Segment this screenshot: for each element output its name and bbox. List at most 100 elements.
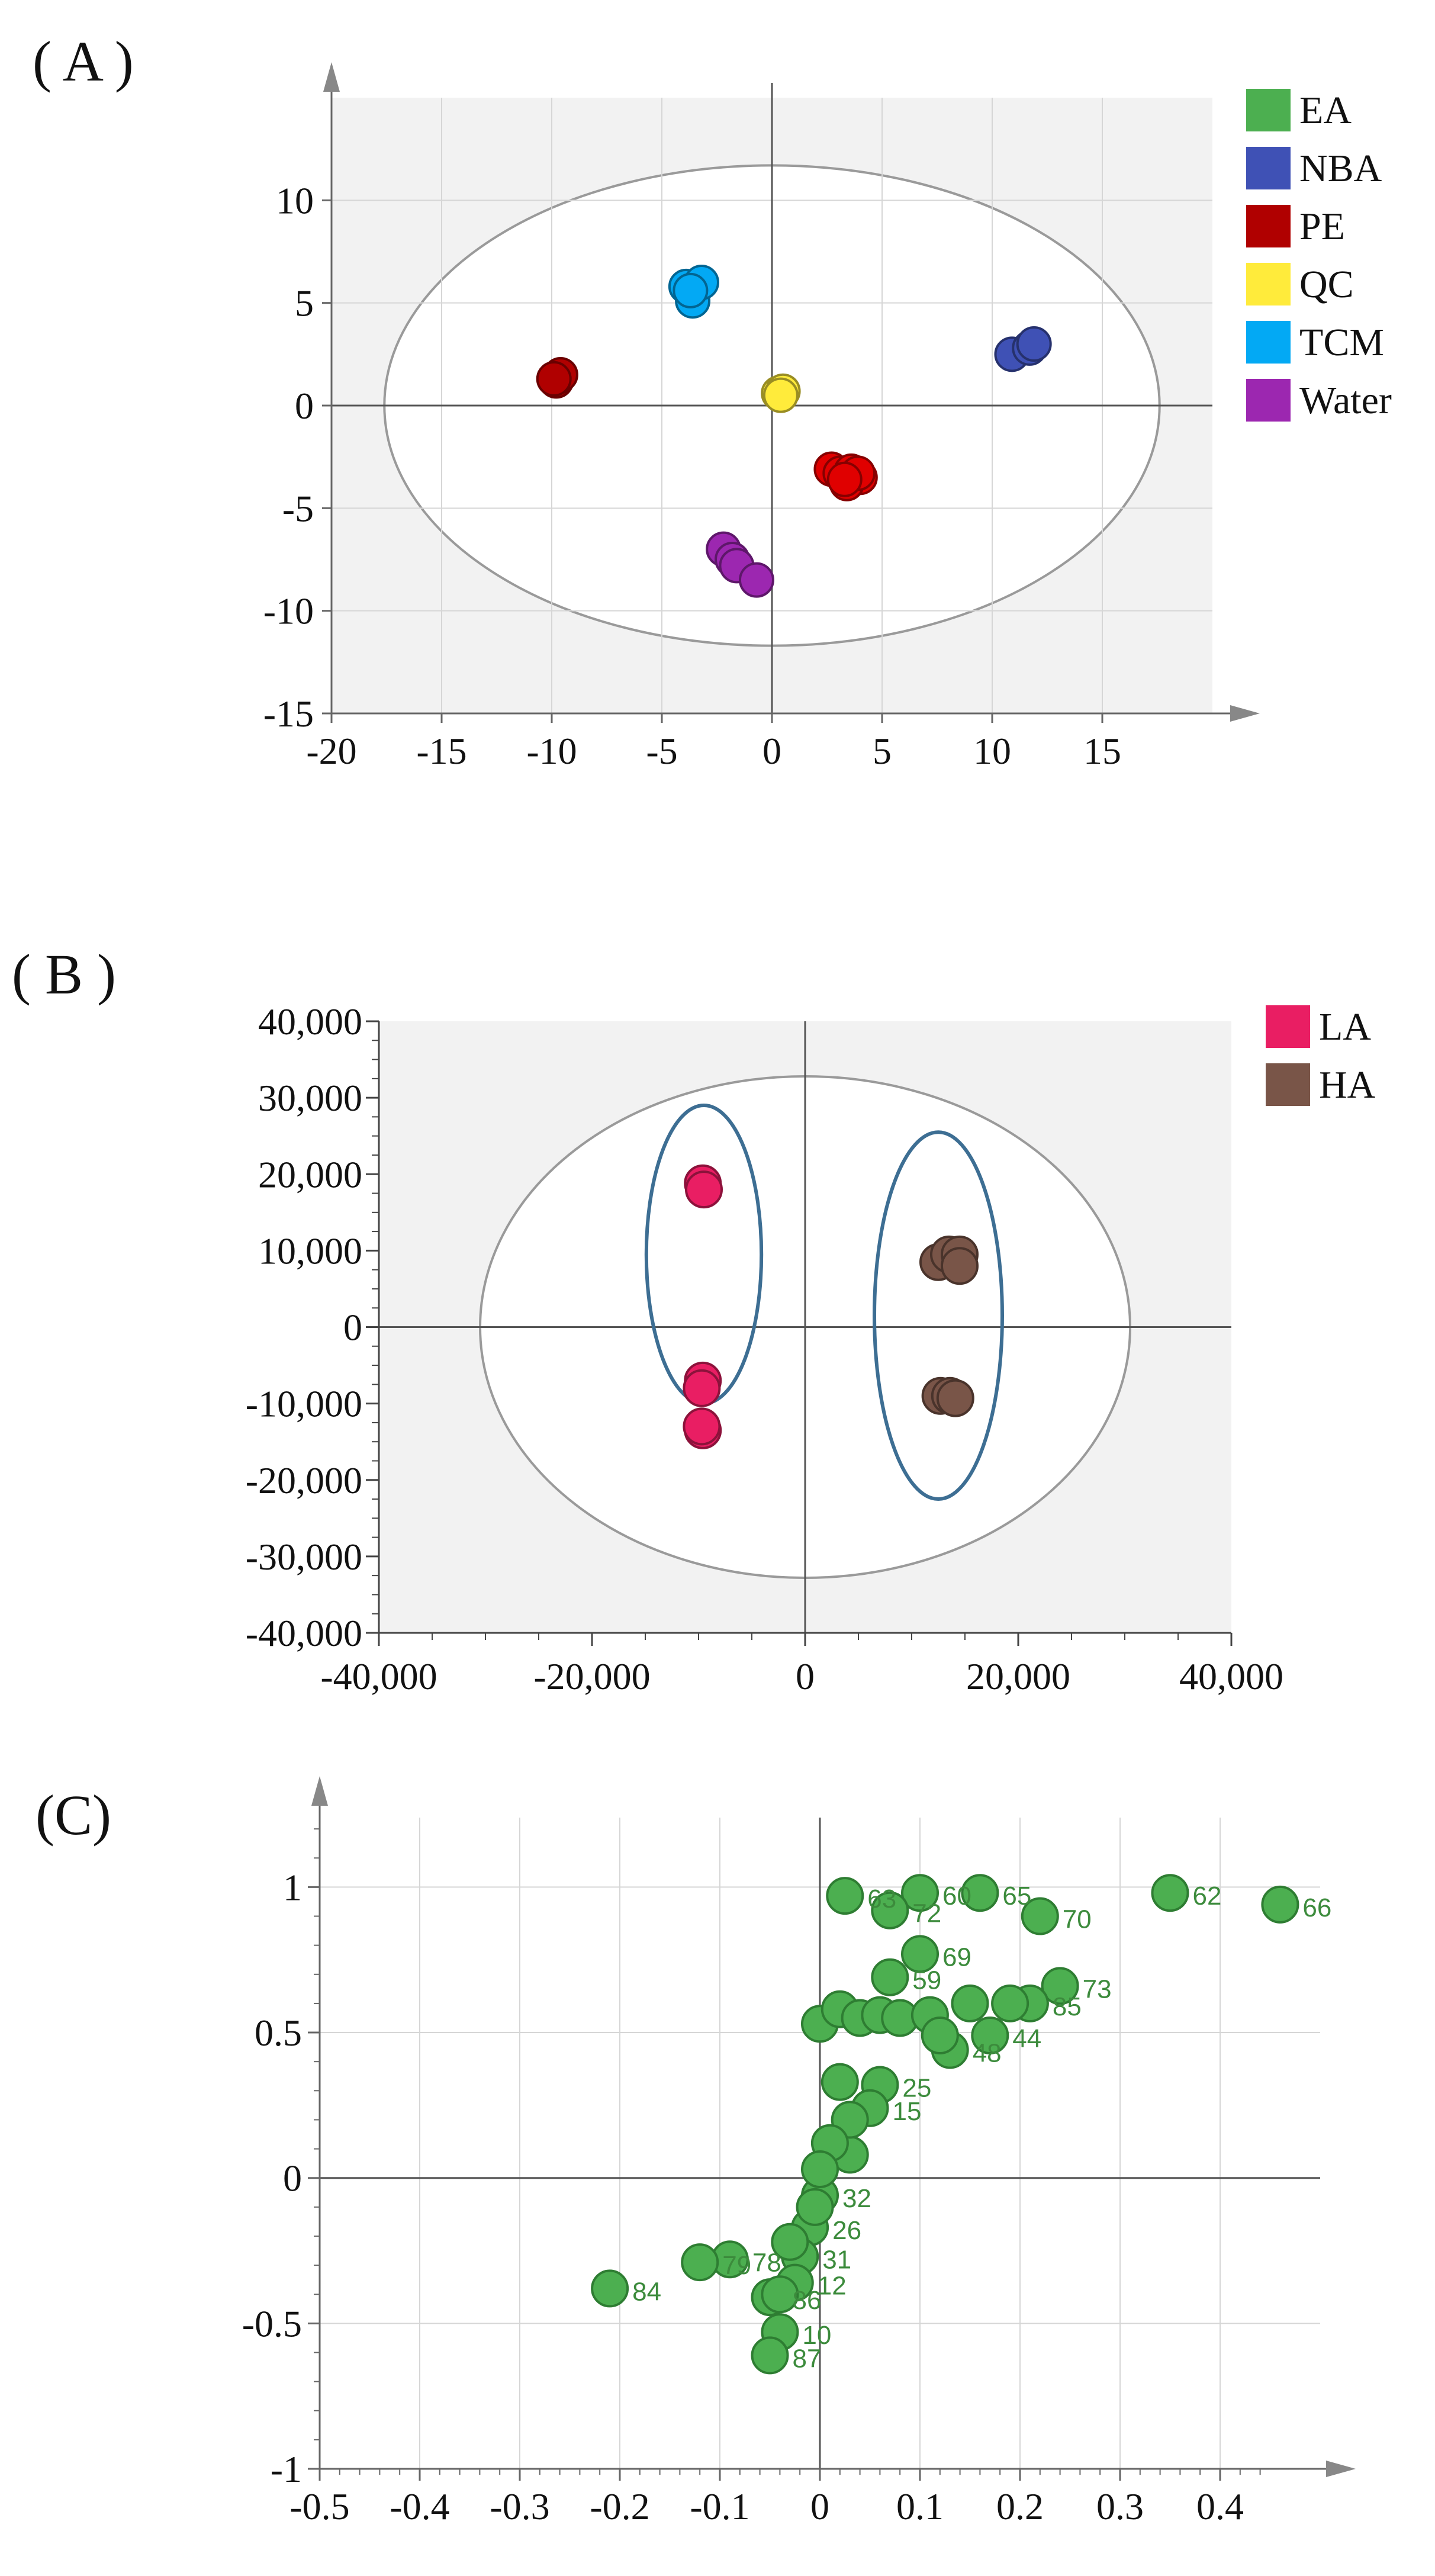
x-tick-label: 0.2 <box>996 2485 1044 2527</box>
legend-label: QC <box>1299 263 1354 306</box>
data-point <box>901 1874 939 1912</box>
y-tick-label: 1 <box>283 1866 302 1908</box>
legend-swatch <box>1246 379 1291 422</box>
data-point <box>591 2269 629 2308</box>
data-point <box>936 1379 974 1417</box>
x-tick-label: -10 <box>526 730 577 772</box>
point-label: 48 <box>973 2039 1002 2068</box>
point-label: 15 <box>893 2097 922 2126</box>
point-label: 87 <box>793 2344 822 2373</box>
y-tick-label: -40,000 <box>246 1612 362 1654</box>
y-tick-label: 20,000 <box>258 1153 362 1195</box>
y-tick-label: -30,000 <box>246 1536 362 1578</box>
x-tick-label: -20 <box>306 730 356 772</box>
point-label: 31 <box>822 2245 851 2274</box>
y-axis-arrow <box>323 62 340 92</box>
chart-b: -40,000 -20,000 0 20,000 40,000 40,000 30,000 2… <box>246 1001 1376 1697</box>
legend-swatch <box>1246 147 1291 189</box>
legend-label: LA <box>1319 1005 1371 1049</box>
point-label: 72 <box>912 1899 941 1928</box>
point-label: 85 <box>1053 1992 1082 2021</box>
y-tick-label: 5 <box>295 282 314 324</box>
x-tick-label: -0.4 <box>390 2485 449 2527</box>
point-label: 65 <box>1002 1882 1031 1911</box>
legend-label: NBA <box>1299 147 1382 190</box>
data-point <box>1261 1885 1299 1924</box>
x-tick-label: -0.1 <box>690 2485 749 2527</box>
data-point <box>871 1958 909 1996</box>
x-tick-label: 15 <box>1083 730 1121 772</box>
x-axis-arrow <box>1326 2461 1356 2477</box>
x-tick-label: -0.5 <box>289 2485 349 2527</box>
data-point <box>801 2150 839 2188</box>
point-label: 60 <box>942 1882 971 1911</box>
y-tick-label: -5 <box>282 487 314 529</box>
y-tick-label: 0 <box>343 1307 362 1349</box>
point-label: 25 <box>902 2073 931 2102</box>
point-label: 59 <box>912 1966 941 1995</box>
data-point <box>796 2188 834 2226</box>
data-point <box>683 1407 721 1446</box>
data-point <box>1151 1874 1189 1912</box>
x-tick-label: -15 <box>416 730 466 772</box>
point-label: 70 <box>1063 1905 1092 1934</box>
data-point <box>871 1891 909 1929</box>
y-tick-label: 0 <box>295 385 314 427</box>
y-tick-label: 0.5 <box>255 2012 302 2054</box>
x-tick-label: 20,000 <box>966 1655 1070 1697</box>
y-axis-arrow <box>311 1776 328 1806</box>
y-tick-label: 30,000 <box>258 1077 362 1119</box>
y-tick-label: 0 <box>283 2157 302 2199</box>
point-label: 86 <box>793 2286 822 2315</box>
x-tick-label: 0 <box>810 2485 829 2527</box>
data-point <box>771 2223 809 2261</box>
panel-label-c: (C) <box>36 1783 111 1847</box>
panel-label-b: ( B ) <box>12 943 116 1006</box>
data-point <box>826 461 863 497</box>
data-point <box>536 361 572 397</box>
data-point <box>1016 326 1052 362</box>
data-point <box>761 2275 799 2314</box>
point-label: 44 <box>1012 2024 1041 2053</box>
x-tick-label: -0.3 <box>490 2485 549 2527</box>
y-tick-label: -0.5 <box>242 2302 302 2345</box>
y-tick-label: 40,000 <box>258 1001 362 1043</box>
data-point <box>1041 1967 1079 2005</box>
point-label: 73 <box>1083 1974 1112 2003</box>
legend-swatch <box>1246 263 1291 305</box>
data-point <box>738 562 774 598</box>
point-label: 63 <box>867 1884 896 1913</box>
x-axis-arrow <box>1230 705 1260 722</box>
x-tick-label: 0.4 <box>1196 2485 1244 2527</box>
legend-label: EA <box>1299 89 1352 132</box>
y-tick-label: -1 <box>271 2448 302 2490</box>
y-tick-label: -10 <box>263 590 314 632</box>
point-label: 79 <box>722 2251 751 2280</box>
data-point <box>685 1170 723 1209</box>
y-tick-label: -10,000 <box>246 1383 362 1425</box>
chart-a: -20 -15 -10 -5 0 5 10 151050-5-10-15EANBAPEQCTC… <box>263 62 1392 772</box>
point-label: 69 <box>942 1943 971 1972</box>
data-point <box>826 1877 864 1915</box>
data-point <box>941 1247 979 1285</box>
y-tick-label: 10 <box>276 179 314 221</box>
legend-swatch <box>1246 321 1291 364</box>
point-label: 26 <box>832 2216 861 2245</box>
point-label: 84 <box>632 2277 661 2306</box>
x-tick-label: 40,000 <box>1179 1655 1283 1697</box>
legend-swatch <box>1246 205 1291 247</box>
data-point <box>673 272 709 308</box>
point-label: 32 <box>842 2184 871 2213</box>
point-label: 12 <box>818 2272 847 2301</box>
point-label: 10 <box>802 2321 831 2350</box>
y-tick-label: -15 <box>263 693 314 735</box>
group-ellipse <box>873 1130 1004 1501</box>
y-tick-label: 10,000 <box>258 1230 362 1272</box>
x-tick-label: 0.3 <box>1096 2485 1144 2527</box>
data-point <box>681 2243 719 2282</box>
x-tick-label: -20,000 <box>533 1655 650 1697</box>
legend-swatch <box>1246 89 1291 131</box>
legend-label: PE <box>1299 205 1345 248</box>
point-label: 66 <box>1302 1893 1331 1922</box>
